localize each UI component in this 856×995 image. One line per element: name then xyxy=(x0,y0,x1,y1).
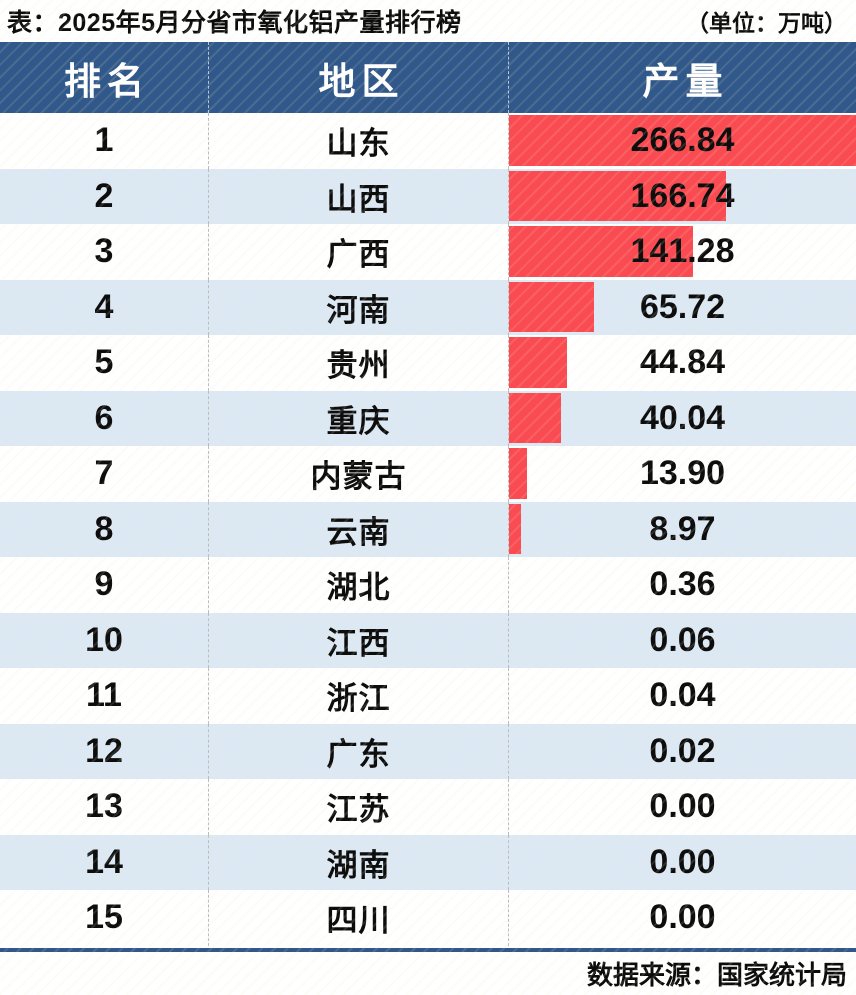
production-value: 40.04 xyxy=(639,398,726,437)
region-cell: 贵州 xyxy=(208,335,508,391)
region-cell: 山西 xyxy=(208,168,508,225)
production-bar xyxy=(509,226,693,277)
production-value: 13.90 xyxy=(639,454,726,493)
production-bar xyxy=(509,170,726,222)
rank-cell: 5 xyxy=(94,343,114,382)
production-cell: 8.97 xyxy=(508,501,856,558)
unit-label: （单位：万吨） xyxy=(686,10,847,36)
table-row: 5 贵州 44.84 xyxy=(0,335,856,391)
table-row: 15 四川 0.00 xyxy=(0,890,856,946)
production-value: 0.04 xyxy=(649,676,716,715)
production-cell: 0.36 xyxy=(508,557,856,613)
production-cell: 0.02 xyxy=(508,723,856,780)
table-row: 3 广西 141.28 xyxy=(0,224,856,280)
rank-cell: 12 xyxy=(85,731,123,770)
production-bar xyxy=(509,448,528,499)
production-bar xyxy=(509,503,521,555)
table-row: 11 浙江 0.04 xyxy=(0,668,856,724)
production-cell: 44.84 xyxy=(508,335,856,391)
table-body: 1 山东 266.84 2 山西 166.74 3 广西 141.28 4 河南… xyxy=(0,113,856,946)
region-cell: 云南 xyxy=(208,501,508,558)
production-cell: 0.04 xyxy=(508,668,856,724)
region-cell: 河南 xyxy=(208,279,508,336)
production-value: 141.28 xyxy=(630,232,735,271)
table-row: 4 河南 65.72 xyxy=(0,279,856,336)
production-cell: 0.00 xyxy=(508,834,856,891)
table-row: 7 内蒙古 13.90 xyxy=(0,446,856,502)
rank-cell: 3 xyxy=(94,232,114,271)
table-row: 9 湖北 0.36 xyxy=(0,557,856,613)
column-header-region: 地区 xyxy=(208,42,508,113)
region-cell: 湖北 xyxy=(208,557,508,613)
table-row: 10 江西 0.06 xyxy=(0,612,856,669)
table-row: 12 广东 0.02 xyxy=(0,723,856,780)
region-cell: 内蒙古 xyxy=(208,446,508,502)
region-cell: 重庆 xyxy=(208,390,508,447)
production-bar xyxy=(509,337,568,388)
region-cell: 广东 xyxy=(208,723,508,780)
page-title: 表：2025年5月分省市氧化铝产量排行榜 xyxy=(7,9,462,37)
production-cell: 0.00 xyxy=(508,779,856,835)
production-value: 0.00 xyxy=(649,842,716,881)
production-value: 0.00 xyxy=(649,787,716,826)
region-cell: 四川 xyxy=(208,890,508,946)
production-cell: 0.06 xyxy=(508,612,856,669)
table-row: 1 山东 266.84 xyxy=(0,113,856,169)
rank-cell: 1 xyxy=(94,121,114,160)
production-cell: 266.84 xyxy=(508,113,856,169)
rank-cell: 15 xyxy=(85,898,123,937)
production-bar xyxy=(509,115,856,166)
table-header-row: 排名 地区 产量 xyxy=(0,42,856,113)
production-value: 8.97 xyxy=(649,509,716,548)
footer-divider-line xyxy=(0,947,856,952)
region-cell: 湖南 xyxy=(208,834,508,891)
footer: 数据来源：国家统计局 xyxy=(0,952,856,995)
column-header-rank: 排名 xyxy=(64,61,150,103)
region-cell: 浙江 xyxy=(208,668,508,724)
rank-cell: 11 xyxy=(86,676,122,715)
region-cell: 广西 xyxy=(208,224,508,280)
data-source-label: 数据来源：国家统计局 xyxy=(586,959,847,990)
table-row: 14 湖南 0.00 xyxy=(0,834,856,891)
region-cell: 山东 xyxy=(208,113,508,169)
table-row: 2 山西 166.74 xyxy=(0,168,856,225)
production-cell: 166.74 xyxy=(508,168,856,225)
production-cell: 141.28 xyxy=(508,224,856,280)
rank-cell: 14 xyxy=(85,842,123,881)
column-header-production: 产量 xyxy=(508,42,856,113)
production-cell: 13.90 xyxy=(508,446,856,502)
production-value: 0.06 xyxy=(649,620,716,659)
rank-cell: 10 xyxy=(85,620,123,659)
production-cell: 0.00 xyxy=(508,890,856,946)
production-value: 44.84 xyxy=(639,343,726,382)
production-value: 0.00 xyxy=(649,898,716,937)
production-value: 266.84 xyxy=(630,121,735,160)
table-row: 13 江苏 0.00 xyxy=(0,779,856,835)
production-value: 0.02 xyxy=(649,731,716,770)
rank-cell: 2 xyxy=(94,176,114,215)
rank-cell: 9 xyxy=(94,565,114,604)
rank-cell: 13 xyxy=(85,787,123,826)
table-row: 8 云南 8.97 xyxy=(0,501,856,558)
title-bar: 表：2025年5月分省市氧化铝产量排行榜 （单位：万吨） xyxy=(0,0,856,42)
production-cell: 40.04 xyxy=(508,390,856,447)
production-value: 65.72 xyxy=(639,287,726,326)
rank-cell: 6 xyxy=(94,398,114,437)
production-bar xyxy=(509,392,562,444)
region-cell: 江西 xyxy=(208,612,508,669)
region-cell: 江苏 xyxy=(208,779,508,835)
production-value: 0.36 xyxy=(649,565,716,604)
production-bar xyxy=(509,281,595,333)
production-value: 166.74 xyxy=(630,176,735,215)
table-row: 6 重庆 40.04 xyxy=(0,390,856,447)
rank-cell: 4 xyxy=(94,287,114,326)
production-cell: 65.72 xyxy=(508,279,856,336)
rank-cell: 7 xyxy=(94,454,114,493)
rank-cell: 8 xyxy=(94,509,114,548)
